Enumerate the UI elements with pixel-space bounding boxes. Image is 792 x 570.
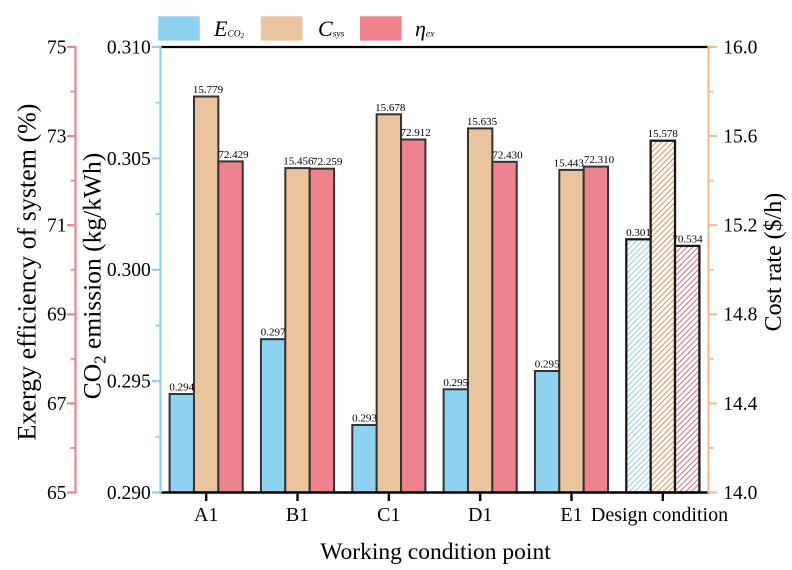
svg-text:0.295: 0.295 [107, 372, 151, 393]
svg-text:E1: E1 [560, 504, 582, 526]
svg-text:72.259: 72.259 [312, 156, 343, 168]
svg-text:Cost rate ($/h): Cost rate ($/h) [761, 193, 787, 332]
svg-text:Working condition point: Working condition point [320, 539, 551, 565]
svg-text:15.6: 15.6 [723, 127, 757, 148]
svg-text:14.8: 14.8 [723, 305, 757, 326]
svg-text:15.2: 15.2 [723, 216, 757, 237]
svg-text:B1: B1 [286, 504, 309, 526]
svg-text:72.429: 72.429 [218, 149, 249, 161]
svg-text:Design condition: Design condition [591, 504, 728, 526]
svg-text:14.0: 14.0 [723, 483, 757, 504]
svg-text:72.430: 72.430 [492, 149, 523, 161]
svg-text:72.310: 72.310 [584, 154, 615, 166]
svg-text:15.678: 15.678 [375, 102, 406, 114]
svg-text:C1: C1 [377, 504, 400, 526]
svg-text:0.300: 0.300 [107, 260, 151, 281]
svg-text:15.635: 15.635 [467, 116, 498, 128]
svg-text:0.294: 0.294 [169, 382, 194, 394]
svg-text:73: 73 [47, 127, 67, 148]
svg-text:0.290: 0.290 [107, 483, 151, 504]
svg-text:14.4: 14.4 [723, 394, 757, 415]
svg-text:0.295: 0.295 [535, 359, 560, 371]
svg-text:65: 65 [47, 483, 67, 504]
svg-text:15.443: 15.443 [554, 157, 585, 169]
svg-text:CO2 emission (kg/kWh): CO2 emission (kg/kWh) [78, 153, 110, 400]
svg-text:69: 69 [47, 305, 67, 326]
svg-text:0.297: 0.297 [261, 327, 286, 339]
svg-text:67: 67 [47, 394, 67, 415]
svg-text:71: 71 [47, 216, 67, 237]
svg-text:0.310: 0.310 [107, 37, 151, 58]
svg-text:0.305: 0.305 [107, 149, 151, 170]
svg-text:0.301: 0.301 [626, 227, 651, 239]
svg-text:15.456: 15.456 [283, 156, 314, 168]
svg-text:72.912: 72.912 [400, 127, 430, 139]
svg-text:15.779: 15.779 [193, 84, 224, 96]
svg-text:70.534: 70.534 [672, 233, 703, 245]
svg-text:A1: A1 [194, 504, 218, 526]
svg-text:0.293: 0.293 [352, 413, 377, 425]
svg-text:15.578: 15.578 [648, 128, 679, 140]
svg-text:D1: D1 [468, 504, 492, 526]
svg-text:0.295: 0.295 [443, 377, 468, 389]
svg-text:16.0: 16.0 [723, 37, 757, 58]
svg-text:Exergy efficiency of system (%: Exergy efficiency of system (%) [13, 104, 42, 441]
svg-text:75: 75 [47, 37, 67, 58]
